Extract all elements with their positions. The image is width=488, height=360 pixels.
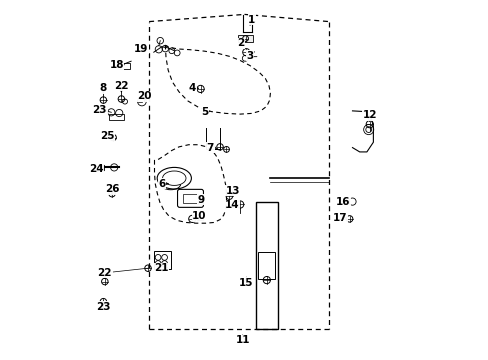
Text: 23: 23 <box>92 105 107 115</box>
Text: 21: 21 <box>153 263 168 273</box>
Text: 19: 19 <box>133 44 148 54</box>
Text: 20: 20 <box>137 91 151 101</box>
Text: 22: 22 <box>98 268 112 278</box>
Bar <box>120 63 130 69</box>
Text: 11: 11 <box>235 335 249 345</box>
Bar <box>101 165 104 170</box>
Text: 7: 7 <box>206 143 214 153</box>
Text: 14: 14 <box>224 200 239 210</box>
Bar <box>153 251 171 269</box>
Text: 10: 10 <box>192 211 206 221</box>
Text: 17: 17 <box>332 213 346 223</box>
Text: 18: 18 <box>109 60 123 70</box>
Bar <box>256 202 277 329</box>
Text: 2: 2 <box>237 38 244 48</box>
Bar <box>109 114 123 120</box>
Text: 1: 1 <box>247 15 255 25</box>
Text: 15: 15 <box>239 278 253 288</box>
Text: 26: 26 <box>104 184 119 194</box>
Text: 22: 22 <box>114 81 128 91</box>
Text: 13: 13 <box>225 186 240 196</box>
Text: 25: 25 <box>100 131 114 141</box>
Text: 3: 3 <box>246 51 253 61</box>
Text: 6: 6 <box>158 179 165 189</box>
Text: 12: 12 <box>362 110 376 120</box>
Bar <box>238 35 252 42</box>
Text: 5: 5 <box>201 107 208 117</box>
Text: 4: 4 <box>188 83 196 93</box>
Text: 16: 16 <box>336 197 350 207</box>
Bar <box>182 194 197 203</box>
Text: 8: 8 <box>100 83 107 93</box>
Bar <box>258 252 275 279</box>
Text: 23: 23 <box>96 302 110 312</box>
Text: 24: 24 <box>89 164 103 174</box>
Text: 9: 9 <box>197 195 204 205</box>
